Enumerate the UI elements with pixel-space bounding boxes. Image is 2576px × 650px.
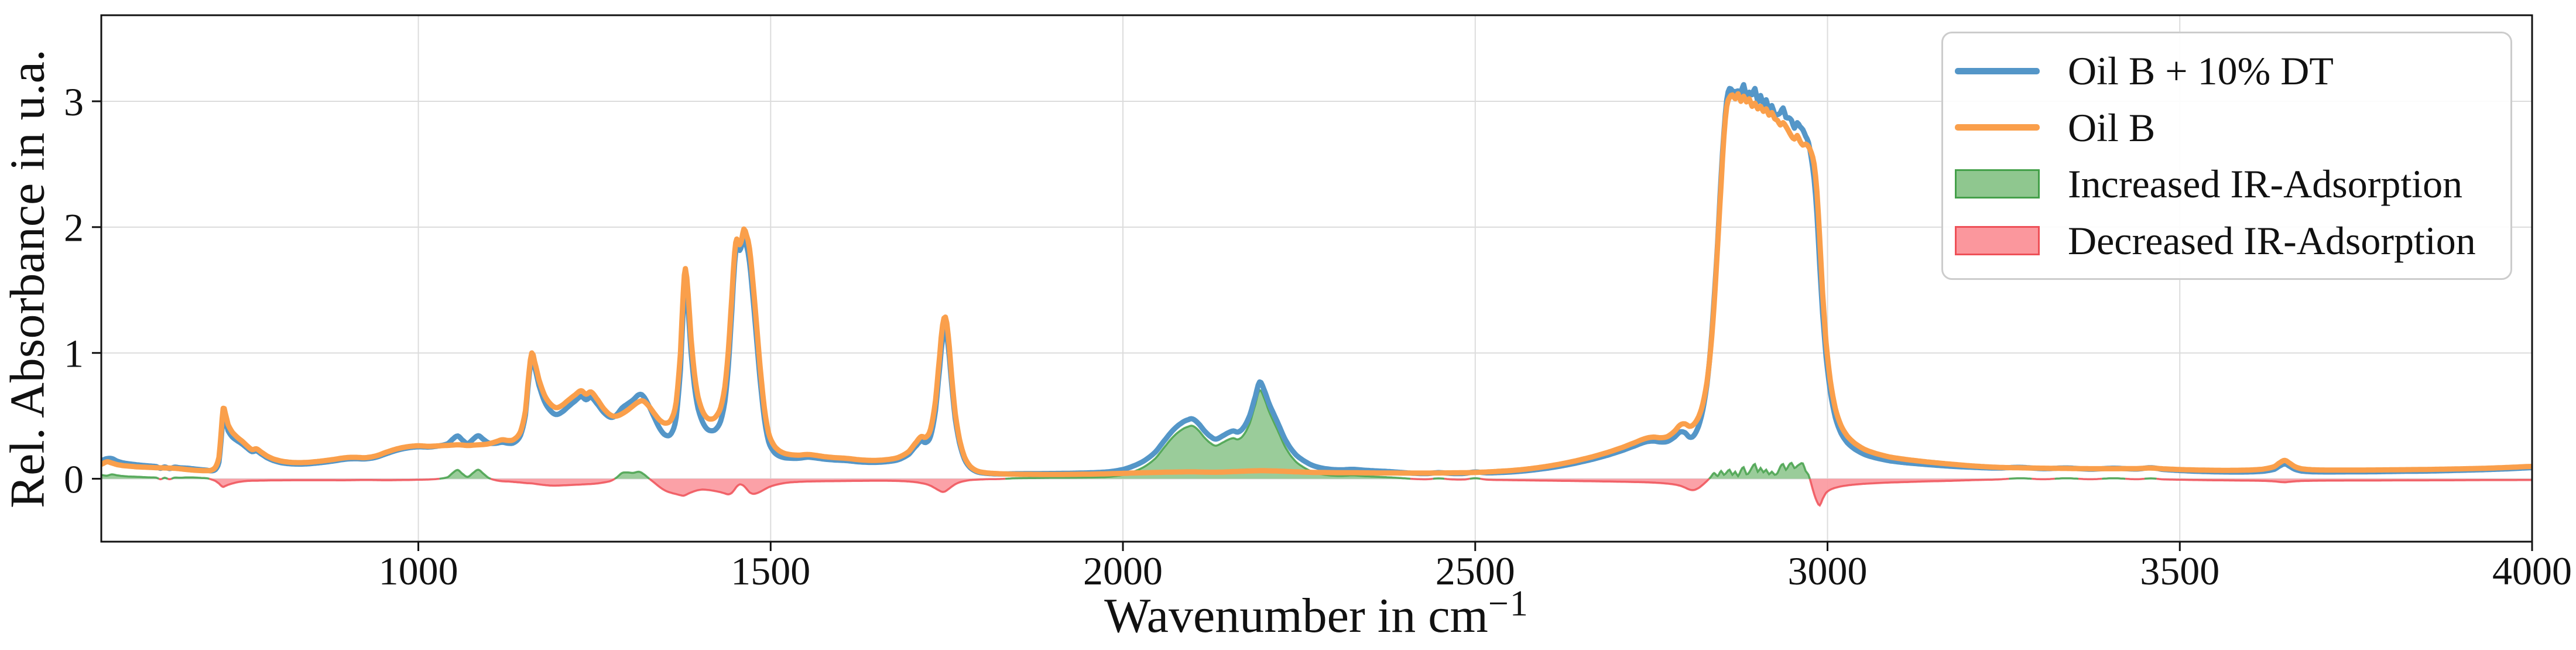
decreased-adsorption-area-edge <box>158 477 163 481</box>
decreased-adsorption-area-edge <box>167 477 172 481</box>
y-tick-label: 2 <box>64 206 84 250</box>
increased-adsorption-area-edge <box>614 470 650 480</box>
legend-line-swatch <box>1955 124 2040 131</box>
plot-frame <box>100 14 2533 543</box>
increased-adsorption-area-edge <box>2144 477 2157 480</box>
increased-adsorption-area-edge <box>2009 477 2032 480</box>
legend-item-oil-b: Oil B <box>1955 108 2499 148</box>
increased-adsorption-area-edge <box>2102 477 2126 480</box>
decreased-adsorption-area-edge <box>1410 477 1433 481</box>
legend-line-swatch <box>1955 67 2040 74</box>
increased-adsorption-area-edge <box>1469 477 1481 480</box>
decreased-adsorption-area-edge <box>490 477 616 487</box>
x-tick-label: 4000 <box>2492 549 2572 593</box>
legend-patch-swatch <box>1955 225 2040 255</box>
increased-adsorption-area-edge <box>2054 477 2079 480</box>
decreased-adsorption-area-edge <box>2032 477 2055 481</box>
increased-adsorption-area-edge <box>101 473 160 480</box>
decreased-adsorption-area-fill <box>649 478 1006 496</box>
x-tick-label: 1000 <box>379 549 458 593</box>
increased-adsorption-area-edge <box>162 476 169 480</box>
legend-label: Oil B + 10% DT <box>2068 49 2334 94</box>
decreased-adsorption-area-edge <box>1808 477 2009 507</box>
increased-adsorption-area-fill <box>439 470 491 479</box>
decreased-adsorption-area-edge <box>649 477 1006 497</box>
y-axis-label: Rel. Absorbance in u.a. <box>0 49 55 508</box>
decreased-adsorption-area-edge <box>1480 477 1710 491</box>
legend-patch-swatch <box>1955 169 2040 199</box>
increased-adsorption-area-edge <box>1433 477 1445 480</box>
decreased-adsorption-area-edge <box>208 477 440 488</box>
legend-label: Oil B <box>2068 105 2156 150</box>
legend-label: Increased IR-Adsorption <box>2068 162 2463 207</box>
increased-adsorption-area-edge <box>439 468 491 480</box>
y-tick-label: 0 <box>64 457 84 501</box>
y-tick-label: 1 <box>64 331 84 376</box>
x-axis-label-exponent: −1 <box>1488 584 1529 624</box>
legend-item-oil-b-10dt: Oil B + 10% DT <box>1955 51 2499 91</box>
legend-label: Decreased IR-Adsorption <box>2068 218 2476 263</box>
decreased-adsorption-area-fill <box>1810 478 2009 506</box>
decreased-adsorption-area-edge <box>1444 477 1470 481</box>
x-tick-label: 1500 <box>731 549 810 593</box>
increased-adsorption-area-edge <box>1005 388 1411 480</box>
increased-adsorption-area-edge <box>171 476 210 480</box>
x-axis-label-text: Wavenumber in cm <box>1104 589 1488 643</box>
x-tick-label: 3500 <box>2140 549 2219 593</box>
series-oil-b-line <box>101 91 2532 477</box>
legend-item-decreased: Decreased IR-Adsorption <box>1955 221 2499 261</box>
y-tick-label: 3 <box>64 80 84 124</box>
x-tick-label: 3000 <box>1788 549 1868 593</box>
legend-item-increased: Increased IR-Adsorption <box>1955 164 2499 204</box>
decreased-adsorption-area-edge <box>2078 477 2102 481</box>
x-tick-label: 2000 <box>1083 549 1163 593</box>
x-tick-label: 2500 <box>1436 549 1515 593</box>
increased-adsorption-area-fill <box>1005 390 1411 479</box>
x-axis-label: Wavenumber in cm−1 <box>1104 583 1529 644</box>
decreased-adsorption-area-edge <box>2156 477 2532 484</box>
legend: Oil B + 10% DT Oil B Increased IR-Adsorpti… <box>1941 32 2512 280</box>
increased-adsorption-area-edge <box>1708 461 1811 480</box>
decreased-adsorption-area-edge <box>2125 477 2145 481</box>
